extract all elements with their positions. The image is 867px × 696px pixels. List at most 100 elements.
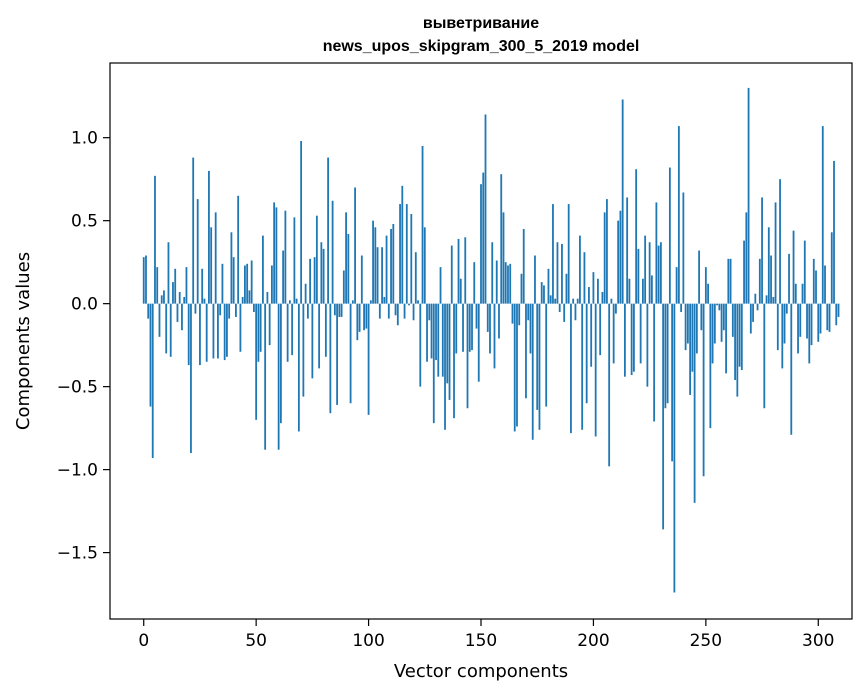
bar-32 bbox=[214, 212, 217, 304]
bar-120 bbox=[412, 303, 415, 321]
bar-69 bbox=[297, 303, 300, 432]
bar-263 bbox=[734, 303, 736, 381]
bar-291 bbox=[797, 303, 799, 354]
bar-280 bbox=[772, 297, 775, 304]
bar-153 bbox=[486, 303, 489, 332]
bar-53 bbox=[262, 235, 264, 304]
bar-131 bbox=[437, 303, 440, 377]
bar-23 bbox=[194, 303, 197, 314]
bar-267 bbox=[743, 240, 745, 304]
bar-58 bbox=[273, 202, 276, 304]
bar-198 bbox=[588, 287, 590, 304]
bar-118 bbox=[408, 303, 410, 306]
bar-56 bbox=[268, 303, 271, 346]
bar-268 bbox=[745, 212, 748, 304]
bar-19 bbox=[185, 267, 188, 304]
bar-246 bbox=[695, 303, 698, 354]
bar-241 bbox=[684, 303, 687, 351]
bar-125 bbox=[423, 227, 426, 304]
bar-25 bbox=[199, 303, 201, 366]
bar-308 bbox=[835, 303, 838, 326]
bar-240 bbox=[682, 192, 685, 304]
bar-15 bbox=[176, 303, 179, 322]
bar-216 bbox=[628, 278, 631, 304]
bar-303 bbox=[824, 265, 826, 304]
bar-12 bbox=[169, 303, 172, 357]
bar-307 bbox=[833, 160, 835, 304]
bar-201 bbox=[594, 303, 597, 437]
bar-231 bbox=[662, 303, 665, 530]
y-tick-label: −1.0 bbox=[57, 461, 98, 481]
bar-237 bbox=[675, 267, 678, 304]
bar-37 bbox=[226, 303, 228, 357]
bar-207 bbox=[608, 303, 611, 467]
bar-16 bbox=[178, 292, 181, 304]
bar-223 bbox=[644, 235, 647, 304]
x-tick-label: 150 bbox=[465, 631, 497, 651]
bar-92 bbox=[349, 303, 352, 404]
x-axis-ticks: 0 50 100 150 200 250 300 bbox=[138, 619, 834, 651]
bar-124 bbox=[421, 145, 424, 304]
bar-288 bbox=[790, 303, 793, 435]
bar-134 bbox=[444, 303, 446, 430]
bar-167 bbox=[518, 303, 521, 326]
chart-title-line1: выветривание bbox=[423, 15, 539, 32]
bar-100 bbox=[367, 303, 370, 415]
bar-294 bbox=[803, 240, 806, 304]
bar-49 bbox=[253, 303, 255, 312]
bar-71 bbox=[302, 303, 305, 397]
bar-283 bbox=[779, 179, 781, 304]
bar-289 bbox=[792, 230, 795, 304]
x-tick-label: 50 bbox=[245, 631, 267, 651]
bar-55 bbox=[266, 292, 269, 304]
bar-series bbox=[142, 87, 840, 593]
bar-159 bbox=[500, 174, 503, 304]
bar-17 bbox=[181, 303, 183, 331]
bar-161 bbox=[504, 262, 507, 304]
bar-254 bbox=[713, 303, 716, 344]
bar-192 bbox=[574, 303, 577, 321]
bar-64 bbox=[286, 303, 289, 362]
bar-151 bbox=[482, 172, 485, 304]
bar-29 bbox=[208, 170, 210, 304]
bar-275 bbox=[761, 197, 763, 304]
bar-219 bbox=[635, 169, 638, 304]
bar-221 bbox=[639, 303, 642, 364]
bar-94 bbox=[354, 187, 356, 304]
bar-211 bbox=[617, 220, 620, 304]
bar-284 bbox=[781, 303, 784, 369]
x-tick-label: 300 bbox=[802, 631, 834, 651]
bar-3 bbox=[149, 303, 152, 407]
bar-270 bbox=[749, 303, 752, 334]
y-tick-label: −1.5 bbox=[57, 544, 98, 564]
bar-75 bbox=[311, 303, 314, 379]
bar-242 bbox=[686, 303, 689, 344]
bar-262 bbox=[731, 303, 734, 337]
bar-173 bbox=[531, 303, 534, 440]
bar-90 bbox=[345, 212, 347, 304]
bar-57 bbox=[270, 265, 273, 304]
bar-87 bbox=[338, 303, 341, 317]
bar-34 bbox=[219, 303, 222, 316]
bar-50 bbox=[255, 303, 258, 420]
bar-68 bbox=[295, 298, 298, 304]
bar-156 bbox=[493, 303, 496, 369]
bar-107 bbox=[383, 297, 386, 304]
bar-278 bbox=[767, 227, 770, 304]
bar-274 bbox=[758, 258, 761, 304]
bar-89 bbox=[342, 270, 345, 304]
bar-190 bbox=[570, 303, 572, 434]
bar-204 bbox=[601, 292, 604, 304]
bar-230 bbox=[659, 242, 662, 304]
bar-35 bbox=[221, 263, 224, 304]
bar-30 bbox=[210, 227, 213, 304]
bar-229 bbox=[657, 245, 660, 304]
bar-96 bbox=[358, 303, 361, 332]
bar-168 bbox=[520, 273, 523, 304]
bar-214 bbox=[624, 303, 626, 377]
bar-126 bbox=[426, 303, 428, 362]
bar-5 bbox=[154, 175, 156, 304]
bar-72 bbox=[304, 283, 307, 304]
bar-212 bbox=[619, 210, 622, 304]
bar-238 bbox=[677, 126, 680, 304]
